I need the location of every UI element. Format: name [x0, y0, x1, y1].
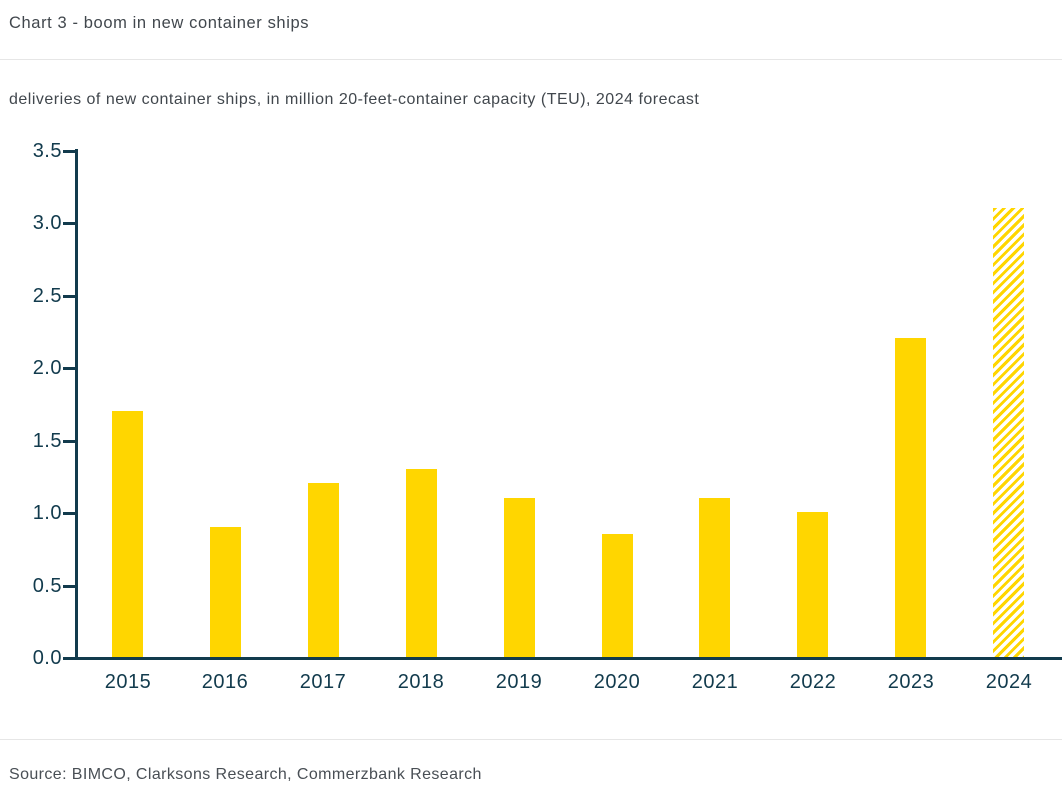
- top-divider: [0, 59, 1062, 60]
- source-note: Source: BIMCO, Clarksons Research, Comme…: [9, 766, 482, 783]
- x-axis-label-2016: 2016: [201, 671, 249, 693]
- y-axis-tick-label: 1.5: [32, 430, 62, 452]
- y-axis-tick-label: 0.0: [32, 647, 62, 669]
- bar-2024: [993, 208, 1024, 657]
- chart-subtitle: deliveries of new container ships, in mi…: [9, 91, 700, 108]
- y-axis-tick-label: 2.5: [32, 285, 62, 307]
- x-axis-label-2015: 2015: [104, 671, 152, 693]
- x-axis-label-2020: 2020: [593, 671, 641, 693]
- x-axis-label-2017: 2017: [299, 671, 347, 693]
- y-axis-tick: [63, 367, 75, 370]
- y-axis-tick-label: 0.5: [32, 575, 62, 597]
- y-axis-tick-label: 1.0: [32, 502, 62, 524]
- bar-2017: [308, 483, 339, 657]
- bottom-divider: [0, 739, 1062, 740]
- x-axis-label-2018: 2018: [397, 671, 445, 693]
- y-axis-tick: [63, 440, 75, 443]
- x-axis-label-2024: 2024: [985, 671, 1033, 693]
- y-axis-tick: [63, 585, 75, 588]
- bar-2016: [210, 527, 241, 657]
- y-axis-tick-label: 3.0: [32, 212, 62, 234]
- y-axis-tick-label: 2.0: [32, 357, 62, 379]
- y-axis-tick: [63, 657, 75, 660]
- bar-2023: [895, 338, 926, 657]
- bar-2021: [699, 498, 730, 657]
- bar-2018: [406, 469, 437, 657]
- y-axis-line: [75, 149, 78, 660]
- y-axis-tick: [63, 150, 75, 153]
- bar-2022: [797, 512, 828, 657]
- x-axis-label-2023: 2023: [887, 671, 935, 693]
- x-axis-label-2022: 2022: [789, 671, 837, 693]
- y-axis-tick-label: 3.5: [32, 140, 62, 162]
- page-title: Chart 3 - boom in new container ships: [9, 14, 310, 32]
- x-axis-label-2021: 2021: [691, 671, 739, 693]
- bar-2019: [504, 498, 535, 657]
- bar-2020: [602, 534, 633, 657]
- bar-2015: [112, 411, 143, 657]
- x-axis-label-2019: 2019: [495, 671, 543, 693]
- y-axis-tick: [63, 222, 75, 225]
- x-axis-line: [75, 657, 1062, 660]
- y-axis-tick: [63, 512, 75, 515]
- y-axis-tick: [63, 295, 75, 298]
